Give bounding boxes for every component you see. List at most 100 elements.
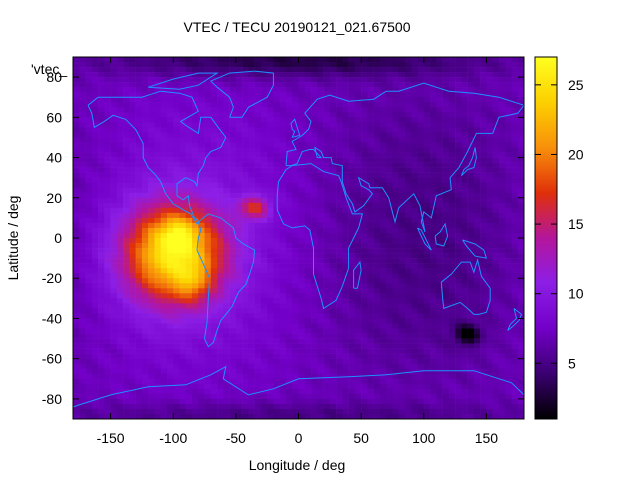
heatmap-cell xyxy=(386,293,393,299)
heatmap-cell xyxy=(417,393,425,400)
heatmap-cell xyxy=(204,243,212,249)
heatmap-cell xyxy=(260,253,268,259)
heatmap-cell xyxy=(248,127,255,133)
heatmap-cell xyxy=(373,107,381,113)
heatmap-cell xyxy=(229,212,237,219)
heatmap-cell xyxy=(404,87,412,93)
heatmap-cell xyxy=(386,207,393,214)
heatmap-cell xyxy=(354,182,362,189)
heatmap-cell xyxy=(229,398,237,405)
heatmap-cell xyxy=(285,112,293,118)
heatmap-cell xyxy=(223,102,230,108)
heatmap-cell xyxy=(248,177,255,183)
heatmap-cell xyxy=(342,62,349,68)
heatmap-cell xyxy=(273,328,280,334)
heatmap-cell xyxy=(223,343,230,349)
heatmap-cell xyxy=(285,258,293,264)
heatmap-cell xyxy=(304,122,312,128)
heatmap-cell xyxy=(417,202,425,209)
heatmap-cell xyxy=(123,202,130,209)
heatmap-cell xyxy=(430,197,437,204)
heatmap-cell xyxy=(392,248,400,254)
heatmap-cell xyxy=(292,227,299,234)
heatmap-cell xyxy=(204,358,212,364)
heatmap-cell xyxy=(354,137,362,143)
heatmap-cell xyxy=(223,77,230,83)
heatmap-cell xyxy=(486,72,493,78)
heatmap-cell xyxy=(430,318,437,324)
heatmap-cell xyxy=(204,338,212,344)
heatmap-cell xyxy=(461,127,468,133)
heatmap-cell xyxy=(398,388,406,395)
heatmap-cell xyxy=(498,212,506,219)
heatmap-cell xyxy=(223,187,230,194)
heatmap-cell xyxy=(336,107,343,113)
heatmap-cell xyxy=(223,137,230,143)
heatmap-cell xyxy=(473,82,481,88)
heatmap-cell xyxy=(329,212,337,219)
heatmap-cell xyxy=(273,313,280,319)
heatmap-cell xyxy=(417,363,425,370)
heatmap-cell xyxy=(123,217,130,224)
heatmap-cell xyxy=(379,358,387,364)
heatmap-cell xyxy=(367,197,374,204)
heatmap-cell xyxy=(235,383,243,390)
heatmap-cell xyxy=(417,67,425,73)
heatmap-cell xyxy=(442,187,450,194)
heatmap-cell xyxy=(204,403,212,410)
heatmap-cell xyxy=(404,383,412,390)
heatmap-cell xyxy=(486,333,493,339)
heatmap-cell xyxy=(461,308,468,314)
heatmap-cell xyxy=(329,102,337,108)
heatmap-cell xyxy=(242,313,249,319)
heatmap-cell xyxy=(279,137,287,143)
heatmap-cell xyxy=(267,222,274,229)
heatmap-cell xyxy=(85,378,93,385)
heatmap-cell xyxy=(185,142,193,148)
heatmap-cell xyxy=(473,238,481,244)
heatmap-cell xyxy=(480,157,487,163)
heatmap-cell xyxy=(110,243,118,249)
heatmap-cell xyxy=(386,67,393,73)
heatmap-cell xyxy=(204,127,212,133)
heatmap-cell xyxy=(304,288,312,294)
heatmap-cell xyxy=(298,283,306,289)
heatmap-cell xyxy=(73,248,80,254)
heatmap-cell xyxy=(373,232,381,239)
heatmap-cell xyxy=(273,383,280,390)
heatmap-cell xyxy=(392,227,400,234)
heatmap-cell xyxy=(361,207,368,214)
heatmap-cell xyxy=(104,383,111,390)
heatmap-cell xyxy=(404,207,412,214)
heatmap-cell xyxy=(448,298,456,304)
heatmap-cell xyxy=(129,288,136,294)
heatmap-cell xyxy=(279,132,287,138)
heatmap-cell xyxy=(448,378,456,385)
heatmap-cell xyxy=(386,393,393,400)
heatmap-cell xyxy=(348,338,356,344)
heatmap-cell xyxy=(116,97,124,103)
heatmap-cell xyxy=(254,268,262,274)
heatmap-cell xyxy=(198,197,205,204)
heatmap-cell xyxy=(436,162,443,168)
heatmap-cell xyxy=(379,182,387,189)
heatmap-cell xyxy=(298,107,306,113)
heatmap-cell xyxy=(279,333,287,339)
heatmap-cell xyxy=(229,393,237,400)
heatmap-cell xyxy=(323,333,331,339)
heatmap-cell xyxy=(104,202,111,209)
heatmap-cell xyxy=(192,127,199,133)
heatmap-cell xyxy=(273,388,280,395)
heatmap-cell xyxy=(386,227,393,234)
heatmap-cell xyxy=(160,273,168,279)
heatmap-cell xyxy=(192,212,199,219)
heatmap-cell xyxy=(398,333,406,339)
heatmap-cell xyxy=(379,87,387,93)
heatmap-cell xyxy=(392,348,400,354)
heatmap-cell xyxy=(98,222,105,229)
heatmap-cell xyxy=(467,363,475,370)
heatmap-cell xyxy=(430,248,437,254)
heatmap-cell xyxy=(104,248,111,254)
heatmap-cell xyxy=(73,217,80,224)
heatmap-cell xyxy=(235,187,243,194)
